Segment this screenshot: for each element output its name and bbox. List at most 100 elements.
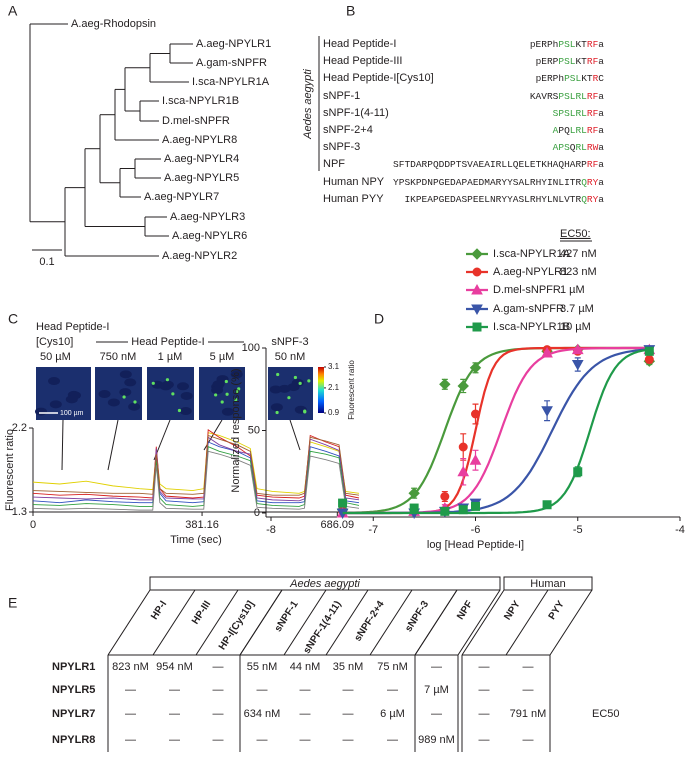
responding-cell — [224, 379, 228, 384]
sequence-segment: C — [598, 73, 604, 84]
y-axis-label: Fluorescent ratio — [4, 429, 16, 511]
data-point — [571, 360, 584, 371]
sequence-segment: RL — [575, 142, 587, 153]
column-header: sNPF-1 — [273, 599, 301, 634]
sequence-segment: APS — [553, 142, 570, 153]
data-point — [573, 467, 583, 477]
fit-curve — [342, 346, 650, 515]
table-cell: 954 nM — [156, 661, 193, 673]
data-point — [471, 409, 480, 419]
table-cell: — — [523, 734, 534, 746]
colorbar-tick-label: 2.1 — [328, 383, 340, 392]
data-point — [338, 498, 348, 508]
stimulus-connector — [107, 419, 119, 471]
image-cell — [161, 380, 174, 389]
leaf-label: A.aeg-NPYLR7 — [144, 191, 219, 203]
table-cell: — — [213, 708, 224, 720]
colorbar — [318, 367, 324, 413]
sequence-segment: RY — [587, 177, 599, 188]
peptide-name: Head Peptide-I[Cys10] — [323, 72, 434, 84]
panel-label: D — [374, 311, 384, 327]
sequence-segment: a — [598, 108, 604, 119]
row-header: NPYLR5 — [52, 684, 95, 696]
sequence-segment: KAVRS — [530, 91, 559, 102]
table-cell: — — [213, 661, 224, 673]
column-header: HP-I — [149, 599, 169, 622]
stimulus-connector — [203, 419, 223, 451]
legend-label: A.aeg-NPYLR1 — [493, 266, 568, 278]
responding-cell — [220, 400, 224, 404]
sequence-segment: a — [598, 56, 604, 67]
responding-cell — [235, 390, 240, 394]
responding-cell — [237, 387, 241, 391]
table-cell: 7 µM — [424, 684, 449, 696]
responding-cell — [287, 396, 291, 400]
table-cell: — — [169, 734, 180, 746]
column-header: sNPF-1(4-11) — [302, 599, 344, 656]
sequence-segment: LRL — [570, 125, 587, 136]
header-divider — [414, 589, 458, 656]
leaf-label: A.aeg-Rhodopsin — [71, 18, 156, 30]
y-tick-label: 50 — [248, 424, 260, 436]
trace-line — [32, 450, 360, 511]
data-point — [541, 346, 553, 358]
legend-label: D.mel-sNPFR — [493, 284, 561, 296]
legend-ec50: 823 nM — [560, 266, 597, 278]
data-point — [458, 442, 468, 452]
sequence-segment: SPSLRL — [553, 108, 588, 119]
leaf-label: I.sca-NPYLR1B — [162, 95, 239, 107]
panel-label: E — [8, 595, 17, 611]
header-divider — [505, 589, 549, 656]
data-point — [409, 503, 419, 513]
legend-ec50: 427 nM — [560, 248, 597, 260]
responding-cell — [165, 378, 170, 382]
table-cell: — — [479, 684, 490, 696]
header-divider — [549, 589, 593, 656]
responding-cell — [177, 408, 182, 413]
sequence-segment: a — [598, 125, 604, 136]
sequence-segment: a — [598, 39, 604, 50]
column-header: sNPF-3 — [403, 599, 431, 634]
x-tick-label: 381.16 — [185, 519, 219, 531]
data-point — [541, 406, 553, 417]
peptide-sequence: YPSKPDNPGEDAPAEDMARYYSALRHYINLITRQRYa — [393, 177, 604, 188]
sequence-segment: a — [598, 159, 604, 170]
stimulus-dose: 5 µM — [210, 351, 235, 363]
trace-line — [32, 429, 360, 499]
x-tick-label: 0 — [30, 519, 36, 531]
responding-cell — [307, 379, 311, 383]
data-point — [440, 506, 450, 516]
sequence-segment: KT — [575, 39, 587, 50]
legend-marker — [472, 322, 482, 332]
table-cell: 823 nM — [112, 661, 149, 673]
column-header: HP-III — [190, 599, 213, 627]
legend-marker — [471, 283, 483, 295]
header-divider — [369, 589, 413, 656]
legend-label: A.gam-sNPFR — [493, 303, 564, 315]
stimulus-label: Head Peptide-I — [36, 321, 109, 333]
sequence-segment: R — [593, 73, 599, 84]
legend-title: EC50: — [560, 228, 591, 240]
sequence-segment: RF — [587, 159, 599, 170]
table-cell: — — [479, 708, 490, 720]
x-tick-label: -4 — [675, 524, 685, 536]
sequence-segment: RF — [587, 108, 599, 119]
data-point — [644, 346, 654, 356]
data-point — [471, 501, 480, 511]
sequence-segment: RF — [587, 39, 599, 50]
stimulus-label: Head Peptide-I — [131, 336, 204, 348]
image-cell — [269, 385, 282, 394]
fit-curve — [342, 348, 650, 515]
peptide-sequence: pERPPSLKTRFa — [536, 56, 605, 67]
x-axis-label: log [Head Peptide-I] — [427, 539, 524, 551]
data-point — [457, 465, 470, 477]
table-cell: 6 µM — [380, 708, 405, 720]
x-tick-label: -8 — [266, 524, 276, 536]
sequence-segment: a — [598, 142, 604, 153]
leaf-label: A.aeg-NPYLR1 — [196, 38, 271, 50]
scale-label: 0.1 — [39, 256, 54, 268]
table-cell: — — [169, 708, 180, 720]
header-divider — [457, 589, 501, 656]
sequence-segment: Q — [581, 177, 587, 188]
leaf-label: I.sca-NPYLR1A — [192, 76, 270, 88]
